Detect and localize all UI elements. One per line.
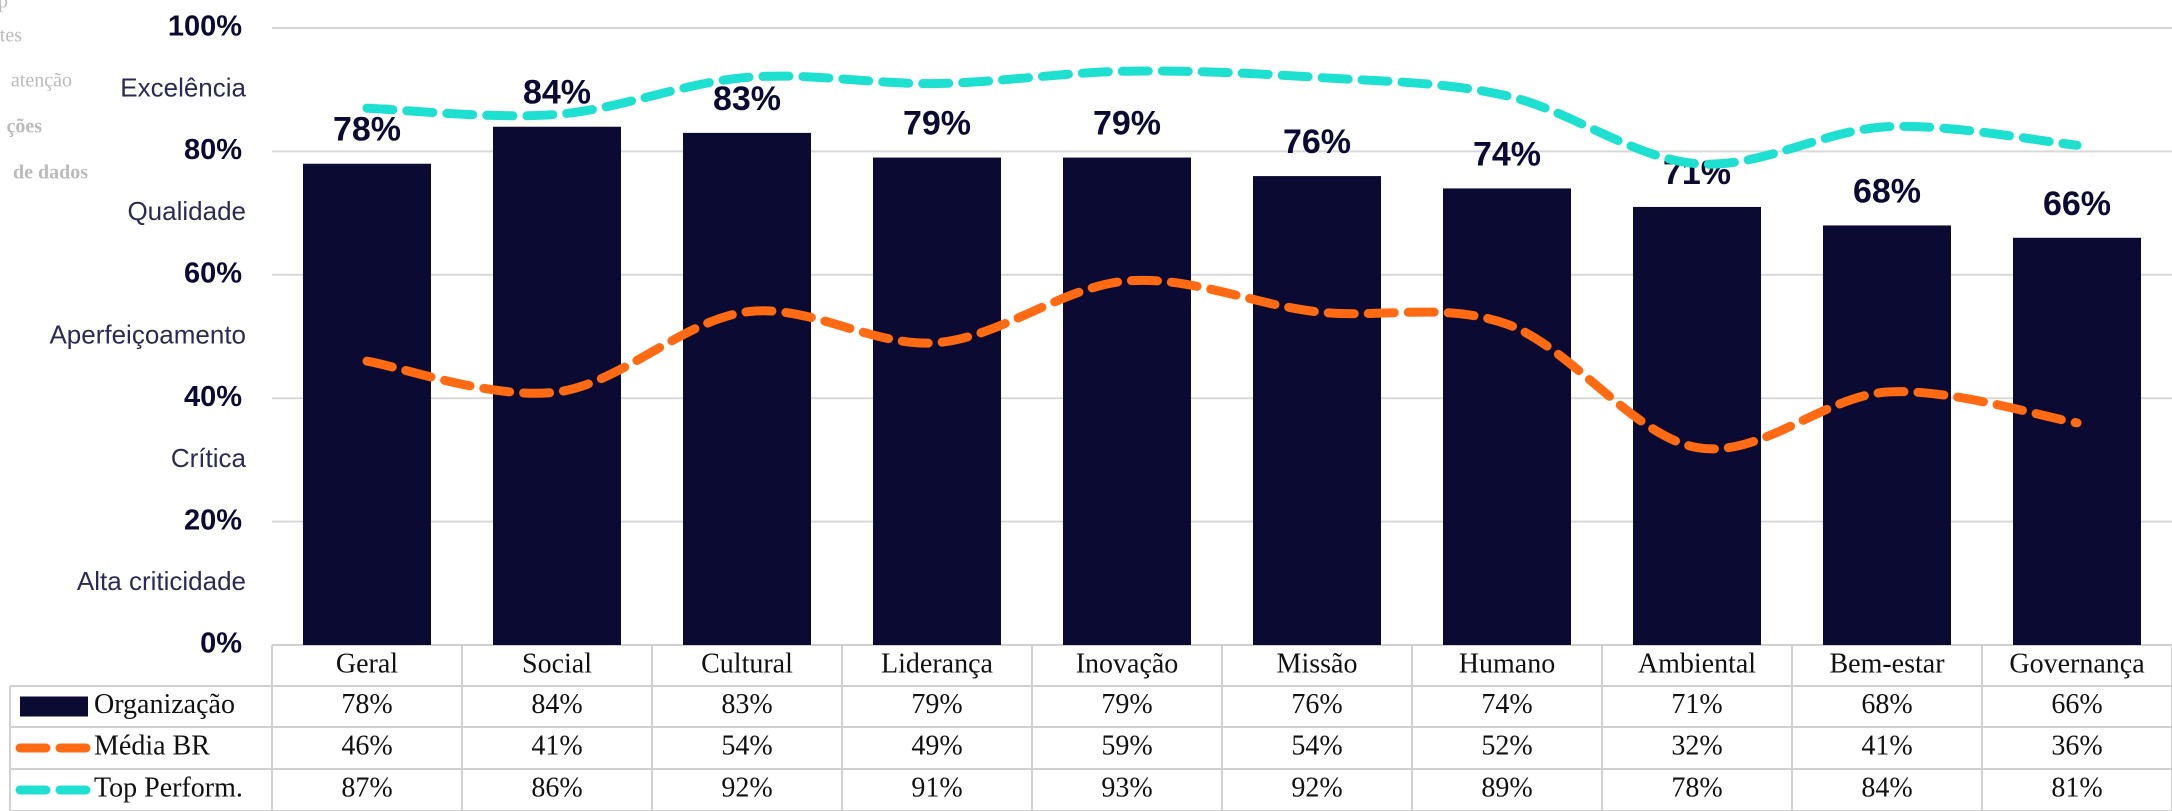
x-tick-label: Cultural [701,648,793,679]
table-cell: 76% [1291,689,1342,720]
data-label: 66% [2043,185,2111,223]
sidebar-item: de dados [13,162,88,184]
table-cell: 81% [2051,772,2102,803]
x-tick-label: Governança [2009,648,2145,679]
table-cell: 66% [2051,689,2102,720]
table-cell: 86% [531,772,582,803]
data-label: 68% [1853,172,1921,210]
legend-swatch [20,696,88,717]
table-cell: 74% [1481,689,1532,720]
bar [493,126,621,646]
table-cell: 83% [721,689,772,720]
table-cell: 41% [1861,730,1912,761]
line [362,275,2082,454]
bar [1253,176,1381,645]
y-tick-label: 40% [184,381,242,413]
y-tick-label: 80% [184,134,242,166]
table-cell: 32% [1671,730,1722,761]
table-cell: 79% [1101,689,1152,720]
data-label: 79% [903,105,971,143]
legend-label: Top Perform. [94,772,243,803]
table-cell: 91% [911,772,962,803]
bar [873,157,1001,645]
band-label: Aperfeiçoamento [49,319,246,349]
table-cell: 84% [531,689,582,720]
table-cell: 54% [721,730,772,761]
table-cell: 89% [1481,772,1532,803]
x-tick-label: Missão [1277,648,1358,679]
bar [1823,225,1951,645]
table-cell: 79% [911,689,962,720]
bar [2013,237,2141,645]
x-tick-label: Humano [1459,648,1555,679]
x-tick-label: Inovação [1076,648,1179,679]
band-label: Alta criticidade [77,566,246,596]
table-cell: 84% [1861,772,1912,803]
data-label: 76% [1283,123,1351,161]
band-label: Qualidade [127,196,246,226]
table-cell: 54% [1291,730,1342,761]
x-tick-label: Liderança [881,648,993,679]
table-cell: 92% [1291,772,1342,803]
table-cell: 68% [1861,689,1912,720]
x-tick-label: Geral [336,648,398,679]
band-label: Crítica [171,443,247,473]
table-cell: 93% [1101,772,1152,803]
sidebar-item: atenção [11,70,72,92]
table-cell: 71% [1671,689,1722,720]
x-tick-label: Bem-estar [1829,648,1945,679]
x-tick-label: Ambiental [1638,648,1756,679]
line [362,66,2082,169]
sidebar-item: tes [0,25,22,47]
table-cell: 87% [341,772,392,803]
y-tick-label: 20% [184,504,242,536]
y-tick-label: 0% [200,628,242,660]
bar [683,132,811,645]
y-tick-label: 100% [168,11,242,43]
table-cell: 52% [1481,730,1532,761]
table-cell: 78% [341,689,392,720]
bar [303,163,431,646]
table-cell: 36% [2051,730,2102,761]
legend-label: Organização [94,689,235,720]
data-label: 78% [333,111,401,149]
bar [1063,157,1191,645]
sidebar-item: p [0,0,8,13]
table-cell: 49% [911,730,962,761]
data-label: 79% [1093,105,1161,143]
x-tick-label: Social [522,648,592,679]
legend-label: Média BR [94,730,210,761]
table-cell: 46% [341,730,392,761]
data-label: 83% [713,80,781,118]
data-label: 84% [523,74,591,112]
band-label: Excelência [120,73,246,103]
table-cell: 92% [721,772,772,803]
y-tick-label: 60% [184,257,242,289]
bar [1443,188,1571,646]
sidebar-item: ções [6,116,42,138]
table-cell: 41% [531,730,582,761]
table-cell: 59% [1101,730,1152,761]
table-cell: 78% [1671,772,1722,803]
data-label: 74% [1473,135,1541,173]
